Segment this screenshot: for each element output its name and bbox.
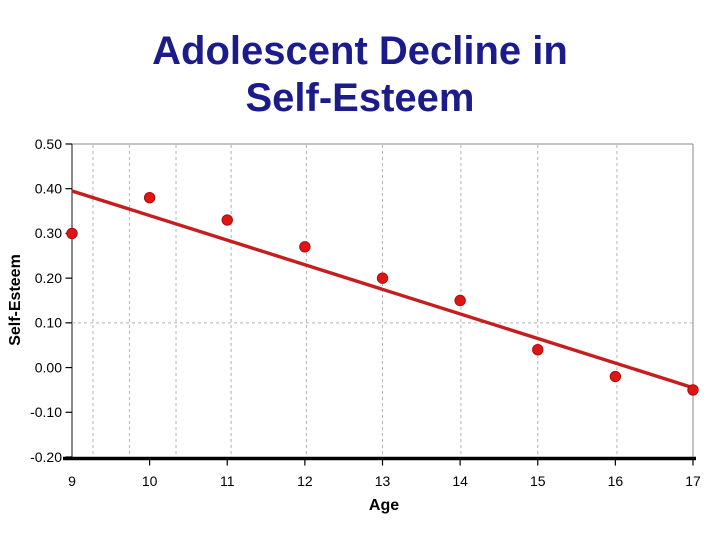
data-point [66,227,78,240]
y-tick-label: 0.40 [35,181,62,197]
y-tick-label: 0.50 [35,136,62,152]
y-tick-label: -0.10 [30,404,62,420]
data-point [143,191,156,204]
x-tick-label: 12 [297,473,313,489]
y-tick-label: 0.20 [35,270,62,286]
x-tick-label: 16 [608,473,624,489]
data-point [609,370,622,383]
trend-line [71,189,694,390]
data-point [376,272,389,284]
x-tick-label: 14 [452,473,468,489]
x-tick-label: 11 [220,473,235,489]
y-tick-label: 0.10 [35,315,62,331]
x-tick-label: 9 [68,473,76,489]
data-point [532,343,544,356]
data-point [299,241,311,253]
chart-title-line2: Self-Esteem [245,76,475,120]
x-tick-label: 10 [142,473,158,489]
data-point [221,214,233,226]
x-tick-label: 17 [685,473,701,489]
data-point [454,294,466,307]
chart-title-line1: Adolescent Decline in [152,29,568,73]
chart-title: Adolescent Decline in Self-Esteem [0,28,720,122]
x-tick-label: 15 [530,473,546,489]
x-axis-title: Age [368,497,400,514]
y-tick-label: 0.30 [35,225,62,241]
data-point [687,384,699,396]
y-tick-label: 0.00 [35,359,62,375]
x-tick-label: 13 [375,473,391,489]
y-tick-label: -0.20 [30,449,62,465]
